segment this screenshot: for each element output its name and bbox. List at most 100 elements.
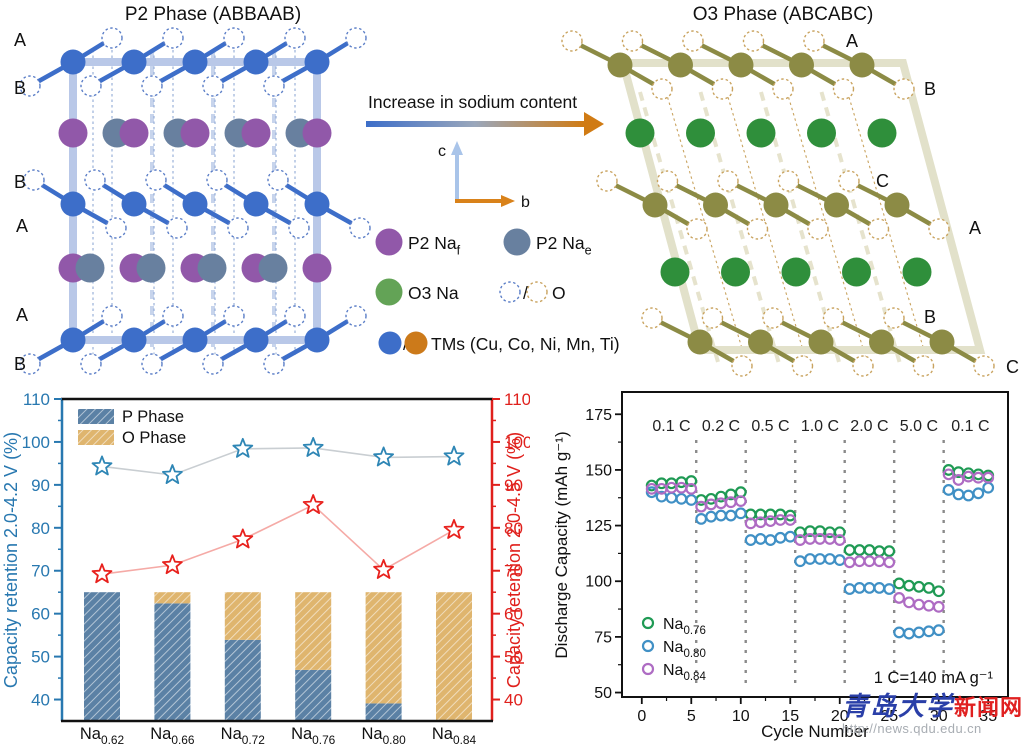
label-text: B	[924, 79, 936, 99]
legend-p-phase-swatch	[78, 409, 114, 424]
data-point	[853, 555, 866, 568]
oxygen-atom	[84, 169, 106, 191]
oxygen-atom	[206, 169, 228, 191]
label-text: 0.1 C	[652, 418, 690, 435]
label-text: Na0.80	[663, 639, 706, 660]
label-text: Na0.80	[361, 725, 406, 745]
star-marker	[443, 519, 465, 539]
oxygen-atom	[701, 307, 724, 329]
oxygen-atom	[762, 307, 784, 329]
label-text: B	[14, 354, 26, 374]
label-text: 5.0 C	[900, 418, 938, 435]
bar-o-phase	[365, 592, 402, 704]
tm-atom	[789, 52, 814, 78]
data-point	[823, 553, 836, 565]
label-text: Na0.66	[150, 725, 195, 745]
oxygen-atom	[651, 78, 673, 100]
label-text: 60	[504, 605, 523, 624]
data-point	[843, 544, 856, 556]
data-point	[705, 510, 717, 523]
arrowhead-icon	[584, 112, 604, 136]
star-marker	[302, 437, 324, 457]
oxygen-atom	[19, 75, 41, 97]
naf-atom	[302, 118, 332, 148]
label-text: 20	[831, 708, 849, 725]
data-point	[695, 500, 708, 513]
oxygen-atom	[822, 307, 845, 329]
data-point	[903, 579, 915, 592]
label-text: O3 Na	[408, 283, 459, 303]
label-text: Na0.84	[663, 662, 706, 683]
oxygen-atom	[883, 307, 905, 329]
data-point	[794, 555, 807, 568]
oxygen-atom	[807, 218, 829, 240]
oxygen-atom	[912, 355, 935, 377]
naf-atom	[302, 253, 332, 283]
data-point	[893, 626, 906, 639]
nae-atom	[136, 253, 166, 283]
tm-atom	[304, 49, 330, 75]
legend-tm-orange-swatch	[404, 331, 428, 355]
tm-atom	[642, 192, 668, 218]
data-point	[843, 556, 856, 569]
label-text: C	[876, 171, 889, 191]
o3-na-atom	[721, 257, 750, 287]
data-point	[932, 600, 945, 613]
legend-nae-swatch	[503, 228, 531, 256]
label-text: O3 Phase (ABCABC)	[693, 4, 874, 25]
tm-atom	[728, 52, 754, 78]
label-text: 75	[594, 629, 612, 646]
oxygen-atom	[867, 218, 890, 240]
data-point	[833, 554, 846, 566]
label-text: P Phase	[122, 408, 184, 426]
label-text: Na0.72	[221, 725, 266, 745]
data-point	[863, 582, 876, 594]
label-text: A	[14, 30, 26, 50]
label-text: 100	[22, 433, 50, 452]
label-text: 70	[504, 562, 523, 581]
oxygen-atom	[101, 305, 123, 327]
label-text: 1.0 C	[801, 418, 839, 435]
o3-na-atom	[902, 257, 932, 287]
oxygen-atom	[166, 217, 188, 239]
label-text: 25	[880, 708, 898, 725]
tm-atom	[703, 192, 728, 218]
label-text: B	[14, 78, 26, 98]
oxygen-atom	[345, 305, 367, 327]
label-text: 90	[31, 476, 50, 495]
legend-marker	[641, 662, 655, 676]
oxygen-atom	[349, 217, 371, 239]
oxygen-atom	[223, 305, 245, 327]
star-marker	[162, 464, 183, 484]
tm-atom	[808, 329, 834, 355]
tm-atom	[929, 329, 955, 355]
label-text: 50	[504, 648, 523, 667]
label-text: P2 Naf	[408, 233, 461, 257]
label-text: P2 Nae	[536, 233, 592, 257]
data-point	[863, 555, 876, 568]
naf-atom	[180, 118, 210, 148]
oxygen-atom	[711, 78, 734, 100]
p2-structure-diagram: P2 Phase (ABBAAB) A B B A A B	[14, 4, 371, 375]
tm-atom	[304, 327, 330, 353]
oxygen-atom	[162, 305, 184, 327]
label-text: A	[16, 305, 28, 325]
oxygen-atom	[288, 217, 310, 239]
data-point	[774, 531, 787, 544]
data-point	[685, 494, 698, 506]
bar-p-phase	[224, 639, 261, 721]
data-point	[734, 507, 747, 520]
tm-atom	[182, 191, 208, 217]
oxygen-atom	[284, 305, 306, 327]
label-text: 100	[585, 574, 612, 591]
label-text: O Phase	[122, 429, 186, 447]
data-point	[893, 592, 906, 604]
oxygen-atom	[791, 355, 814, 377]
oxygen-atom	[284, 27, 306, 49]
right-y-axis-label: Capacity retention 2.0-4.5 V (%)	[504, 432, 524, 688]
data-point	[823, 533, 836, 545]
data-point	[982, 471, 995, 484]
nae-atom	[197, 253, 227, 283]
label-text: 175	[585, 407, 612, 424]
